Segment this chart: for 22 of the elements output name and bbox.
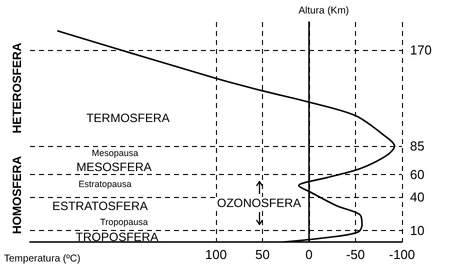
x-tick-label: -50: [346, 247, 365, 262]
annotation: OZONOSFERA: [216, 196, 302, 210]
annotation: TROPOSFERA: [76, 230, 158, 244]
y-tick-label: 60: [410, 166, 424, 182]
y-tick-label: 10: [410, 223, 424, 238]
annotation: ESTRATOSFERA: [52, 199, 148, 213]
text: HOMOSFERA: [10, 156, 24, 234]
annotation: Mesopausa: [92, 148, 138, 158]
annotation: Estratopausa: [78, 179, 132, 189]
x-tick-label: -100: [388, 247, 416, 262]
x-tick-label: 0: [305, 247, 313, 262]
y-tick-label: 170: [410, 42, 432, 58]
y-tick-label: 85: [410, 138, 424, 154]
y-axis-title: Altura (Km): [298, 6, 349, 16]
x-axis-title: Temperatura (ºC): [4, 254, 80, 264]
annotation: TERMOSFERA: [86, 111, 170, 125]
x-tick-label: 50: [255, 247, 270, 262]
annotation: Tropopausa: [100, 217, 148, 227]
text: HETEROSFERA: [10, 42, 24, 134]
y-tick-label: 40: [410, 189, 424, 204]
annotation: MESOSFERA: [76, 160, 152, 174]
x-tick-label: 100: [205, 247, 227, 262]
